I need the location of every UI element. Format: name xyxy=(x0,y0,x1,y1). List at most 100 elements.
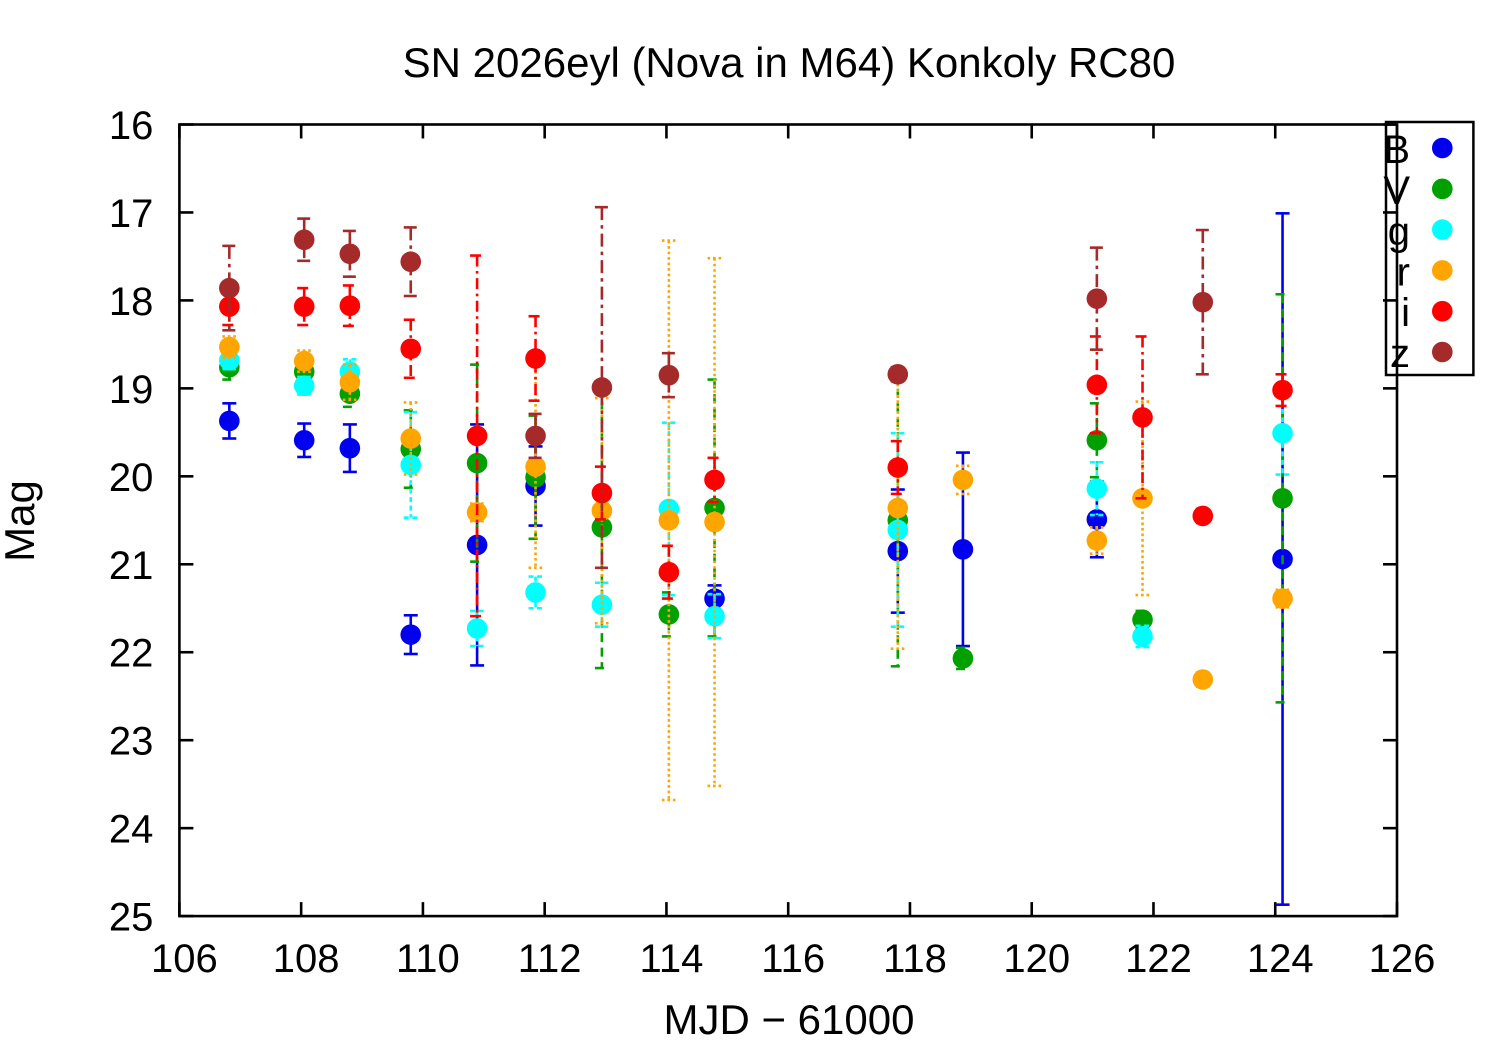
data-point-g xyxy=(466,618,488,639)
x-tick-label: 114 xyxy=(640,937,704,981)
legend-marker-i xyxy=(1432,300,1453,322)
data-point-r xyxy=(219,336,240,358)
data-series xyxy=(219,205,1293,906)
x-tick-label: 118 xyxy=(883,937,947,981)
legend-label-i: i xyxy=(1401,291,1410,335)
x-tick-label: 116 xyxy=(761,937,825,981)
legend-entry-V: V xyxy=(1383,169,1453,213)
data-point-B xyxy=(219,410,240,432)
legend-entry-g: g xyxy=(1388,210,1453,254)
data-point-z xyxy=(400,251,422,273)
data-point-z xyxy=(1192,291,1214,313)
x-tick-label: 124 xyxy=(1247,937,1314,981)
y-tick-label: 25 xyxy=(109,896,154,940)
data-point-g xyxy=(1132,626,1153,647)
data-point-r xyxy=(339,371,361,393)
data-point-r xyxy=(658,510,680,531)
data-point-z xyxy=(591,377,613,398)
legend-box xyxy=(1384,120,1475,377)
series-B xyxy=(219,212,1293,906)
series-i xyxy=(219,254,1293,618)
data-point-B xyxy=(952,539,974,560)
legend-marker-z xyxy=(1432,341,1453,363)
data-point-z xyxy=(525,425,546,447)
x-tick-label: 112 xyxy=(518,937,582,981)
data-point-B xyxy=(339,437,361,459)
chart-title: SN 2026eyl (Nova in M64) Konkoly RC80 xyxy=(403,39,1176,86)
x-tick-label: 126 xyxy=(1369,937,1436,981)
y-tick-label: 17 xyxy=(109,192,154,236)
series-V xyxy=(219,292,1293,704)
legend-label-g: g xyxy=(1388,210,1410,254)
series-r xyxy=(219,239,1293,802)
y-tick-label: 19 xyxy=(109,368,154,412)
data-point-r xyxy=(1192,669,1214,690)
x-tick-label: 110 xyxy=(396,937,460,981)
data-point-g xyxy=(591,594,613,616)
data-point-g xyxy=(1272,422,1293,444)
y-tick-label: 18 xyxy=(109,280,154,324)
data-point-i xyxy=(339,295,361,316)
series-g xyxy=(219,349,1293,649)
legend-marker-r xyxy=(1432,260,1453,281)
x-axis-label: MJD − 61000 xyxy=(664,996,915,1043)
data-point-r xyxy=(952,469,974,491)
data-point-i xyxy=(400,338,422,360)
data-point-i xyxy=(293,296,315,317)
x-tick-label: 122 xyxy=(1125,937,1192,981)
data-point-r xyxy=(293,350,315,372)
data-point-z xyxy=(887,363,909,385)
data-point-V xyxy=(658,604,680,625)
data-point-z xyxy=(658,364,680,386)
data-point-V xyxy=(1086,429,1108,451)
series-z xyxy=(219,205,1214,570)
y-tick-label: 20 xyxy=(109,456,154,500)
y-tick-label: 16 xyxy=(109,104,154,148)
legend-label-V: V xyxy=(1383,169,1410,213)
data-point-z xyxy=(293,229,315,251)
x-tick-label: 108 xyxy=(273,937,340,981)
legend-label-B: B xyxy=(1383,128,1410,172)
data-point-r xyxy=(525,456,546,477)
y-tick-label: 22 xyxy=(109,632,154,676)
data-point-z xyxy=(1086,288,1108,309)
legend-marker-B xyxy=(1432,137,1453,159)
data-point-i xyxy=(1086,374,1108,396)
data-point-g xyxy=(1086,478,1108,499)
data-point-z xyxy=(339,243,361,265)
data-point-r xyxy=(1272,588,1293,609)
data-point-r xyxy=(1086,530,1108,551)
data-point-g xyxy=(293,375,315,397)
legend-entry-r: r xyxy=(1397,250,1453,294)
data-point-r xyxy=(887,497,909,519)
data-point-i xyxy=(525,348,546,369)
data-point-r xyxy=(704,511,725,533)
data-point-i xyxy=(1272,379,1293,401)
data-point-g xyxy=(887,519,909,541)
data-point-B xyxy=(293,429,315,451)
data-point-z xyxy=(219,277,240,299)
data-point-i xyxy=(1132,407,1153,428)
y-tick-label: 21 xyxy=(109,544,154,588)
plot-border xyxy=(178,123,1399,918)
data-point-i xyxy=(466,425,488,447)
x-tick-label: 106 xyxy=(151,937,218,981)
y-axis-label: Mag xyxy=(0,480,43,562)
data-point-g xyxy=(525,582,546,603)
legend-label-r: r xyxy=(1397,250,1410,294)
legend-entry-B: B xyxy=(1383,128,1453,172)
data-point-i xyxy=(887,457,909,478)
axes: 106 108 110 112 114 116 118 120 122 124 126 16 17 18 1… xyxy=(109,104,1435,981)
data-point-V xyxy=(952,648,974,669)
data-point-i xyxy=(704,469,725,491)
y-tick-label: 24 xyxy=(109,808,154,852)
data-point-i xyxy=(658,561,680,583)
data-point-i xyxy=(1192,505,1214,527)
data-point-B xyxy=(400,624,422,645)
x-tick-label: 120 xyxy=(1003,937,1070,981)
y-tick-label: 23 xyxy=(109,720,154,764)
data-point-r xyxy=(400,428,422,449)
